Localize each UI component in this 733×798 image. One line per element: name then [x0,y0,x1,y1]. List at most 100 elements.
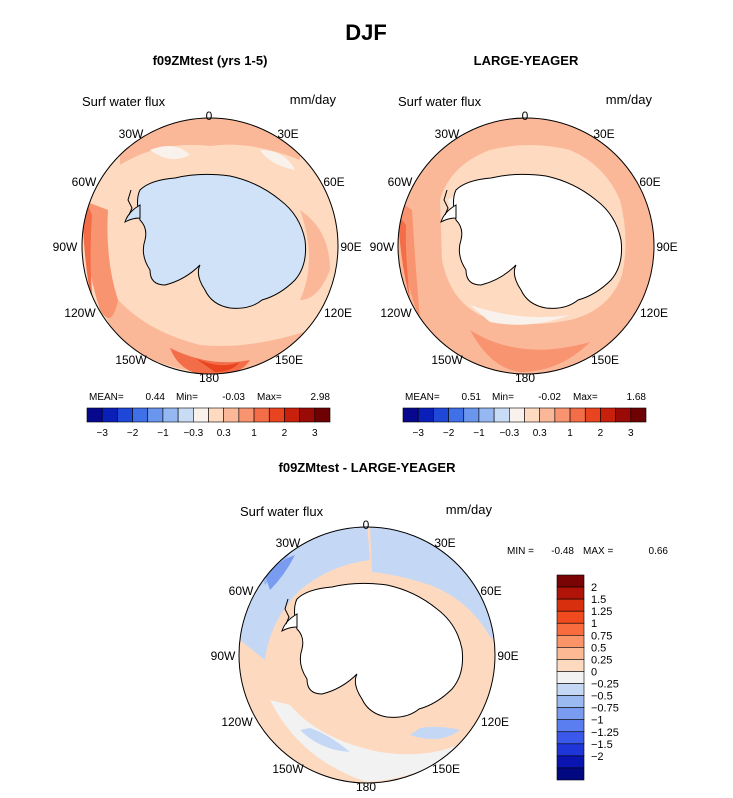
colorbar-swatch [284,407,300,423]
colorbar-swatch [556,731,585,745]
panel-difference: f09ZMtest - LARGE-YEAGER Surf water flux… [211,460,669,794]
lon-label-30e: 30E [434,536,455,550]
max-label: Max= [257,392,282,403]
lon-label-90e: 90E [656,240,677,254]
colorbar-swatch [556,707,585,721]
lon-label-90w: 90W [211,649,236,663]
colorbar-swatch [539,407,556,423]
longitude-labels: 0 30E 60E 90E 120E 150E 180 150W 120W 90… [370,109,678,385]
longitude-labels: 0 30E 60E 90E 120E 150E 180 150W 120W 90… [211,518,519,794]
colorbar-swatch [478,407,495,423]
lon-label-120e: 120E [324,306,352,320]
variable-label: Surf water flux [240,504,324,519]
lon-label-30e: 30E [593,127,614,141]
colorbar-swatch [556,743,585,757]
colorbar-swatch [463,407,480,423]
lon-label-60e: 60E [323,175,344,189]
lon-label-120w: 120W [221,715,253,729]
colorbar-swatch [193,407,209,423]
min-label: Min= [176,392,198,403]
colorbar-swatch [556,683,585,696]
max-value: 1.68 [627,392,647,403]
lon-label-150w: 150W [272,762,304,776]
colorbar-tick-label: 3 [628,428,634,439]
colorbar-swatch [584,407,601,423]
stats-line: MEAN= 0.44 Min= -0.03 Max= 2.98 [89,392,330,403]
mean-label: MEAN= [405,392,440,403]
colorbar-swatch [556,695,585,708]
colorbar-tick-label: −0.5 [591,691,613,703]
lon-label-150e: 150E [275,353,303,367]
colorbar: 21.51.2510.750.50.250−0.25−0.5−0.75−1−1.… [556,574,619,781]
max-value: 2.98 [311,392,331,403]
colorbar-tick-label: 1 [251,428,257,439]
lon-label-0: 0 [363,518,370,532]
colorbar-swatch [402,407,419,423]
colorbar-swatch [556,659,585,672]
colorbar-tick-label: 2 [282,428,288,439]
panel-title: LARGE-YEAGER [474,53,579,68]
colorbar-tick-label: −0.3 [183,428,203,439]
lon-label-180: 180 [515,371,535,385]
colorbar-tick-label: −0.25 [591,679,619,691]
colorbar-swatch [101,407,118,423]
stats-line: MIN = -0.48 MAX = 0.66 [507,546,668,557]
map-boundary [81,117,339,375]
lon-label-120w: 120W [380,306,412,320]
colorbar-swatch [569,407,586,423]
colorbar-swatch [554,407,571,423]
lon-label-120e: 120E [640,306,668,320]
map-boundary [397,117,655,375]
colorbar-tick-label: 0.3 [533,428,547,439]
colorbar-swatch [556,767,585,781]
lon-label-30w: 30W [119,127,144,141]
colorbar-swatch [556,647,585,660]
colorbar-swatch [253,407,270,423]
polar-map [82,118,338,374]
map-boundary [238,526,496,784]
lon-label-120w: 120W [64,306,96,320]
panel-title: f09ZMtest - LARGE-YEAGER [279,460,457,475]
colorbar-swatch [600,407,616,423]
lon-label-60e: 60E [639,175,660,189]
polar-map [398,118,654,374]
lon-label-60w: 60W [388,175,413,189]
colorbar-tick-label: 1.25 [591,606,612,618]
colorbar-tick-label: 1.5 [591,594,606,606]
colorbar-swatch [86,407,103,423]
colorbar-swatch [556,610,585,624]
figure-title: DJF [345,20,387,45]
longitude-labels: 0 30E 60E 90E 120E 150E 180 150W 120W 90… [53,109,362,385]
colorbar-swatch [268,407,285,423]
colorbar-tick-label: 0.3 [217,428,231,439]
colorbar-swatch [433,407,449,423]
colorbar: −3 −2 −1 −0.3 0.3 1 2 3 [86,407,331,439]
colorbar-swatch [223,407,240,423]
mean-value: 0.51 [462,392,482,403]
units-label: mm/day [290,92,337,107]
colorbar-tick-label: −1 [591,715,604,727]
colorbar-swatch [556,622,585,636]
colorbar-swatch [556,574,585,588]
colorbar-swatch [417,407,434,423]
lon-label-180: 180 [199,371,219,385]
lon-label-90w: 90W [53,240,78,254]
lon-label-0: 0 [206,109,213,123]
colorbar-swatch [556,671,585,684]
colorbar-swatch [524,407,540,423]
colorbar-tick-label: 0 [591,666,597,678]
max-label: MAX = [583,546,613,557]
colorbar-swatch [556,586,585,600]
min-value: -0.03 [222,392,245,403]
colorbar-swatch [147,407,164,423]
colorbar-swatch [238,407,255,423]
colorbar-tick-label: −1 [157,428,169,439]
polar-map [239,527,495,783]
mean-label: MEAN= [89,392,124,403]
units-label: mm/day [606,92,653,107]
units-label: mm/day [446,502,493,517]
variable-label: Surf water flux [398,94,482,109]
panel-observation: LARGE-YEAGER Surf water flux mm/day 0 30… [370,53,678,439]
colorbar-swatch [314,407,331,423]
colorbar-swatch [615,407,632,423]
